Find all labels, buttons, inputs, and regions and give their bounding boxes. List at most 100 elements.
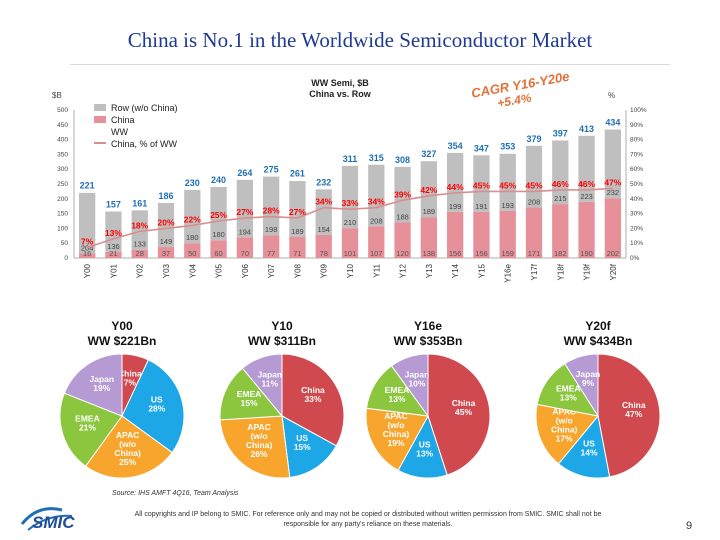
pie-label-china: China 47%: [622, 400, 646, 419]
line-china-pct: [86, 187, 613, 249]
label-ww-value: 157: [106, 200, 121, 210]
x-tick-label: Y02: [136, 263, 145, 278]
label-china-pct: 39%: [394, 189, 411, 199]
label-row-value: 194: [239, 227, 252, 236]
label-china-value: 78: [320, 249, 328, 258]
label-row-value: 189: [423, 207, 436, 216]
pie-title-year: Y10: [271, 319, 293, 333]
pie-label-japan: Japan 9%: [576, 369, 601, 388]
label-ww-value: 353: [500, 142, 515, 152]
label-ww-value: 311: [343, 154, 358, 164]
label-ww-value: 354: [448, 141, 463, 151]
right-tick-label: 50%: [630, 181, 643, 188]
label-row-value: 223: [580, 192, 593, 201]
y-axis-left-label: $B: [52, 91, 62, 100]
bar-row: [552, 140, 569, 205]
bar-china: [578, 201, 595, 258]
label-china-pct: 45%: [499, 180, 516, 190]
left-tick-label: 250: [57, 181, 68, 188]
pie-label-apac: APAC (w/o China) 19%: [383, 411, 410, 448]
label-ww-value: 161: [132, 198, 147, 208]
pie-label-emea: EMEA 13%: [385, 385, 410, 404]
page-number: 9: [686, 520, 693, 532]
pie-label-china: China 45%: [452, 398, 476, 417]
label-china-pct: 46%: [578, 179, 595, 189]
bar-china: [341, 228, 359, 258]
bar-chart-title-line2: China vs. Row: [309, 89, 372, 99]
label-ww-value: 261: [290, 169, 305, 179]
pie-slice-us: [121, 359, 185, 454]
label-china-pct: 27%: [289, 207, 306, 217]
x-tick-label: Y04: [188, 263, 197, 278]
left-tick-label: 100: [57, 225, 68, 232]
x-tick-label: Y09: [320, 263, 329, 278]
pie-label-china: China 33%: [301, 385, 325, 404]
pie-title-year: Y20f: [585, 319, 611, 333]
pie-label-emea: EMEA 21%: [75, 414, 100, 433]
label-china-value: 107: [370, 249, 383, 258]
left-tick-label: 50: [61, 240, 69, 247]
left-tick-label: 450: [57, 122, 68, 129]
bar-china: [420, 217, 438, 258]
label-row-value: 210: [344, 218, 357, 227]
bar-row: [420, 161, 438, 218]
bar-china: [315, 234, 332, 258]
pie-slice-japan: [241, 353, 283, 418]
pie-title-year: Y00: [111, 319, 133, 333]
label-china-value: 159: [501, 249, 514, 258]
right-tick-label: 60%: [630, 166, 643, 173]
label-ww-value: 413: [579, 124, 594, 134]
right-tick-label: 0%: [630, 255, 640, 262]
pie-label-us: US 28%: [148, 395, 165, 414]
label-ww-value: 397: [553, 128, 568, 138]
bar-row: [236, 179, 254, 238]
pie-slice-us: [281, 415, 338, 479]
pie-title-total: WW $221Bn: [88, 334, 157, 348]
pie-label-apac: APAC (w/o China) 26%: [246, 422, 273, 459]
label-row-value: 198: [265, 225, 278, 234]
label-row-value: 180: [212, 230, 225, 239]
legend-swatch-china: [94, 116, 106, 123]
x-tick-label: Y08: [293, 263, 302, 278]
label-china-value: 77: [267, 249, 275, 258]
x-tick-label: Y05: [215, 263, 224, 278]
pie-title-total: WW $311Bn: [248, 334, 316, 348]
pie-label-emea: EMEA 15%: [237, 389, 262, 408]
x-tick-label: Y00: [83, 263, 92, 278]
label-china-value: 70: [241, 249, 249, 258]
label-china-pct: 46%: [552, 179, 569, 189]
label-row-value: 232: [607, 188, 620, 197]
label-ww-value: 434: [605, 118, 620, 128]
bar-china: [105, 251, 122, 258]
bar-row: [315, 189, 332, 235]
bar-china: [289, 236, 306, 258]
label-row-value: 193: [501, 201, 514, 210]
bar-row: [184, 189, 201, 244]
label-china-pct: 34%: [315, 197, 332, 207]
bar-china: [499, 210, 516, 258]
label-china-pct: 27%: [236, 207, 253, 217]
right-tick-label: 100%: [630, 107, 647, 114]
label-china-value: 28: [136, 249, 144, 258]
title-divider: [70, 64, 670, 65]
label-row-value: 189: [291, 227, 304, 236]
left-tick-label: 0: [64, 255, 68, 262]
label-china-pct: 7%: [81, 237, 94, 247]
pie-slice-china: [427, 353, 491, 476]
bar-china: [184, 243, 201, 258]
label-china-value: 50: [188, 249, 196, 258]
label-china-pct: 34%: [368, 197, 385, 207]
bar-china: [394, 222, 411, 258]
x-tick-label: Y19f: [583, 263, 592, 280]
label-ww-value: 230: [185, 178, 200, 188]
label-row-value: 180: [186, 233, 199, 242]
bar-row: [473, 155, 490, 212]
pie-label-japan: Japan 19%: [89, 374, 114, 393]
bar-china: [131, 249, 148, 258]
bar-row: [604, 129, 622, 199]
x-tick-label: Y03: [162, 263, 171, 278]
bar-row: [157, 202, 175, 248]
label-china-value: 21: [109, 249, 117, 258]
pie-slice-japan: [564, 353, 599, 418]
